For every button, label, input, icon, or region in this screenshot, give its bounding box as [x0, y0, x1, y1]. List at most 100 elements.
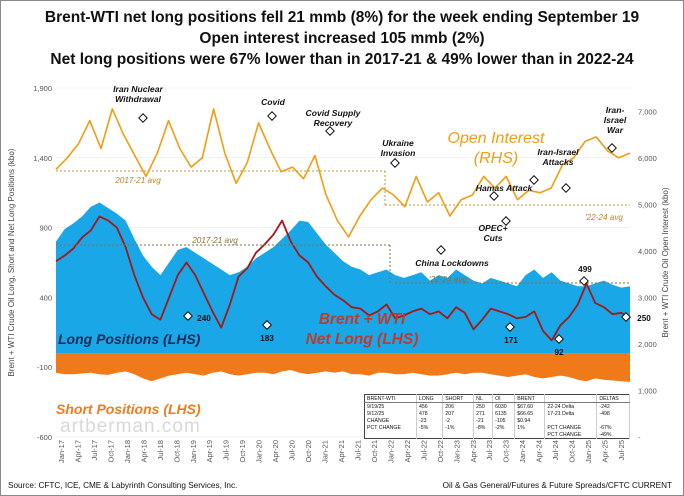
- table-cell: [544, 394, 598, 403]
- label-open-interest-rhs: (RHS): [474, 150, 518, 167]
- x-tick-label: Oct-22: [436, 440, 445, 463]
- x-tick-label: Apr-25: [601, 440, 610, 463]
- x-tick-label: Apr-24: [535, 440, 544, 463]
- x-tick-label: Oct-19: [238, 440, 247, 463]
- x-tick-label: Apr-18: [139, 440, 148, 463]
- table-cell: [416, 431, 444, 439]
- x-tick-label: Jan-22: [386, 440, 395, 463]
- right-tick-label: 1,000: [638, 386, 657, 395]
- x-tick-label: Jul-18: [156, 440, 165, 460]
- x-tick-label: Apr-21: [337, 440, 346, 463]
- value-171-marker: [505, 322, 515, 332]
- table-cell: [596, 417, 630, 424]
- marker-hamas: [489, 191, 499, 201]
- value-171: 171: [504, 336, 518, 345]
- annotation-covid-supply: Recovery: [314, 118, 354, 128]
- label-short-positions: Short Positions (LHS): [56, 401, 201, 417]
- table-cell: -498: [596, 410, 630, 417]
- x-tick-label: Jul-19: [222, 440, 231, 460]
- table-cell: 206: [442, 402, 475, 410]
- table-cell: 22-24 Delta: [544, 402, 598, 410]
- left-tick-label: 400: [39, 293, 52, 302]
- table-cell: [492, 431, 516, 439]
- table-cell: $66.65: [514, 410, 546, 417]
- value-240: 240: [197, 314, 211, 323]
- table-cell: -23: [416, 417, 444, 424]
- table-cell: 9/19/25: [364, 402, 417, 410]
- label-net-long: Brent + WTI: [319, 311, 406, 328]
- table-cell: CHANGE: [364, 417, 417, 424]
- line-series: [55, 108, 631, 342]
- table-cell: 17-21 Delta: [544, 410, 598, 417]
- x-tick-label: Jan-20: [255, 440, 264, 463]
- table-cell: -1%: [442, 424, 475, 431]
- right-axis-title: Brent + WTI Crude Oil Open Interest (kbo…: [661, 187, 670, 337]
- right-tick-label: 3,000: [638, 293, 657, 302]
- table-cell: 207: [442, 410, 475, 417]
- right-tick-label: -: [638, 433, 641, 442]
- value-240-marker: [183, 311, 193, 321]
- value-92-marker: [554, 334, 564, 344]
- x-tick-label: Jan-17: [57, 440, 66, 463]
- marker-iran-nuclear: [138, 113, 148, 123]
- marker-covid: [267, 111, 277, 121]
- left-axis-title: Brent + WTI Crude Oil Long, Short and Ne…: [7, 148, 16, 376]
- value-183-marker: [262, 320, 272, 330]
- table-cell: PCT CHANGE: [364, 424, 417, 431]
- annotation-hamas: Hamas Attack: [476, 183, 534, 193]
- value-250-marker: [621, 312, 631, 322]
- table-row: PCT CHANGE -49%: [364, 431, 630, 439]
- marker-opec: [501, 216, 511, 226]
- right-tick-label: 7,000: [638, 107, 657, 116]
- x-tick-label: Apr-19: [205, 440, 214, 463]
- value-499: 499: [578, 265, 592, 274]
- annotation-opec: OPEC+: [478, 223, 507, 233]
- table-cell: 478: [416, 410, 444, 417]
- x-tick-label: Jul-21: [353, 440, 362, 460]
- table-cell: -105: [492, 417, 516, 424]
- x-tick-label: Jan-18: [123, 440, 132, 463]
- table-cell: -2%: [492, 424, 516, 431]
- table-cell: BRENT-WTI: [364, 394, 417, 403]
- right-tick-label: 5,000: [638, 200, 657, 209]
- left-tick-label: -100: [37, 363, 52, 372]
- label-net-long-lhs: Net Long (LHS): [306, 331, 419, 348]
- table-cell: -242: [596, 402, 630, 410]
- table-cell: DELTAS: [596, 394, 630, 403]
- marker-china: [436, 245, 446, 255]
- x-tick-label: Oct-24: [568, 440, 577, 463]
- table-cell: PCT CHANGE: [544, 424, 598, 431]
- table-cell: 6135: [492, 410, 516, 417]
- table-cell: [514, 431, 546, 439]
- x-tick-label: Jan-21: [321, 440, 330, 463]
- table-cell: 271: [473, 410, 494, 417]
- annotation-iran-nuclear: Withdrawal: [115, 94, 161, 104]
- x-tick-label: Jul-22: [419, 440, 428, 460]
- table-row: BRENT-WTI LONG SHORT NL OI BRENT DELTAS: [364, 394, 630, 403]
- left-tick-label: 1,400: [33, 154, 52, 163]
- left-tick-label: 1,900: [33, 84, 52, 93]
- table-cell: BRENT: [514, 394, 546, 403]
- label-net-avg-2224: '22-24 avg: [429, 275, 467, 284]
- right-tick-label: 2,000: [638, 340, 657, 349]
- table-cell: -8%: [473, 424, 494, 431]
- short-positions-area: [56, 353, 630, 382]
- marker-war: [607, 143, 617, 153]
- x-tick-label: Oct-17: [106, 440, 115, 463]
- title-line-2: Open interest increased 105 mmb (2%): [199, 30, 485, 47]
- table-cell: OI: [492, 394, 516, 403]
- table-cell: 250: [473, 402, 494, 410]
- table-row: 9/12/25 478 207 271 6135 $66.65 17-21 Delta -49…: [364, 410, 630, 417]
- summary-table: BRENT-WTI LONG SHORT NL OI BRENT DELTAS 9/19/25…: [364, 394, 630, 439]
- table-cell: PCT CHANGE: [544, 431, 598, 439]
- table-cell: -2: [442, 417, 475, 424]
- x-tick-label: Apr-20: [271, 440, 280, 463]
- table-cell: $0.94: [514, 417, 546, 424]
- table-cell: 9/12/25: [364, 410, 417, 417]
- x-tick-label: Jan-24: [518, 440, 527, 463]
- x-tick-label: Apr-17: [73, 440, 82, 463]
- table-cell: 456: [416, 402, 444, 410]
- annotation-iran-israel-attacks: Attacks: [541, 157, 573, 167]
- x-tick-label: Jan-19: [189, 440, 198, 463]
- table-row: CHANGE -23 -2 -21 -105 $0.94: [364, 417, 630, 424]
